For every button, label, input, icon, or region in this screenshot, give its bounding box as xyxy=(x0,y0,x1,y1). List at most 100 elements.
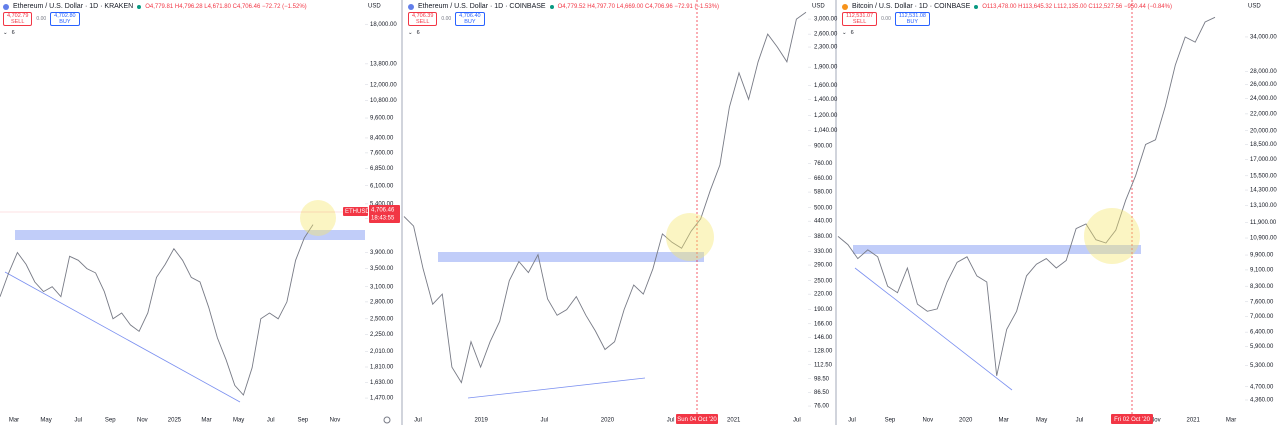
trend-line xyxy=(467,377,646,399)
y-tick-label: 1,630.00 xyxy=(370,380,394,386)
trade-row: 4,706.39 SELL 0.00 4,706.40 BUY xyxy=(408,12,719,26)
y-tick-label: 330.00 xyxy=(814,249,833,255)
y-tick-label: 5,900.00 xyxy=(1250,344,1274,350)
y-tick-label: 3,000.00 xyxy=(814,17,838,23)
highlight-circle xyxy=(300,200,336,236)
y-tick-label: 13,800.00 xyxy=(370,61,397,67)
header-row: Ethereum / U.S. Dollar · 1D · COINBASE O4… xyxy=(408,2,719,11)
y-tick-label: 5,400.00 xyxy=(370,201,394,207)
crosshair-date-tag xyxy=(1111,414,1153,424)
x-tick-label: Jul xyxy=(667,418,675,424)
ohlc-values: O4,779.81 H4,796.28 L4,671.80 C4,706.46 … xyxy=(145,3,307,10)
support-zone xyxy=(15,230,365,240)
x-tick-label: Mar xyxy=(998,418,1008,424)
spread: 0.00 xyxy=(881,16,891,22)
indicator-row: ⌄ 6 xyxy=(3,28,307,37)
y-tick-label: 18,000.00 xyxy=(370,22,397,28)
x-tick-label: Sep xyxy=(885,418,896,424)
x-tick-label: 2020 xyxy=(601,418,615,424)
price-tag-bg xyxy=(369,205,400,223)
sell-label: SELL xyxy=(415,19,430,25)
y-tick-label: 12,000.00 xyxy=(370,82,397,88)
x-tick-label: Sep xyxy=(297,418,308,424)
y-tick-label: 4,360.00 xyxy=(1250,398,1274,404)
collapse-chevron[interactable]: ⌄ xyxy=(408,29,413,36)
y-tick-label: 98.50 xyxy=(814,376,830,382)
indicator-count: 6 xyxy=(11,29,15,36)
sell-price: 4,706.39 xyxy=(412,13,434,19)
y-tick-label: 2,600.00 xyxy=(814,32,838,38)
y-tick-label: 660.00 xyxy=(814,176,833,182)
y-tick-label: 34,000.00 xyxy=(1250,35,1277,41)
x-tick-label: Nov xyxy=(922,418,933,424)
buy-label: BUY xyxy=(906,19,919,25)
buy-price: 112,531.08 xyxy=(898,13,926,19)
price-line xyxy=(837,16,1216,376)
y-tick-label: 26,000.00 xyxy=(1250,82,1277,88)
x-tick-label: Jul xyxy=(540,418,548,424)
x-tick-label: Nov xyxy=(330,418,341,424)
x-tick-label: Mar xyxy=(1226,418,1236,424)
y-tick-label: 7,000.00 xyxy=(1250,314,1274,320)
x-tick-label: Mar xyxy=(9,418,19,424)
price-tag-symbol-bg xyxy=(343,207,368,216)
y-tick-label: 190.00 xyxy=(814,307,833,313)
y-tick-label: 20,000.00 xyxy=(1250,128,1277,134)
x-tick-label: Jul xyxy=(267,418,275,424)
x-tick-label: 2021 xyxy=(727,418,741,424)
y-tick-label: 9,100.00 xyxy=(1250,268,1274,274)
crosshair-date-tag xyxy=(676,414,718,424)
spread: 0.00 xyxy=(36,16,47,22)
sell-button[interactable]: 4,702.79 SELL xyxy=(3,12,33,26)
y-tick-label: 760.00 xyxy=(814,161,833,167)
support-zone xyxy=(853,245,1141,254)
y-tick-label: 14,300.00 xyxy=(1250,188,1277,194)
chart-header: Bitcoin / U.S. Dollar · 1D · COINBASE O11… xyxy=(842,2,1172,37)
y-tick-label: 380.00 xyxy=(814,234,833,240)
y-tick-label: 22,000.00 xyxy=(1250,111,1277,117)
y-tick-label: 1,200.00 xyxy=(814,113,838,119)
y-tick-label: 6,850.00 xyxy=(370,166,394,172)
y-tick-label: 3,100.00 xyxy=(370,284,394,290)
crosshair-date: Fri 02 Oct '20 xyxy=(1114,417,1150,423)
symbol-title: Bitcoin / U.S. Dollar · 1D · COINBASE xyxy=(852,3,971,10)
collapse-chevron[interactable]: ⌄ xyxy=(3,29,8,36)
collapse-chevron[interactable]: ⌄ xyxy=(842,29,847,36)
currency-label: USD xyxy=(812,4,825,10)
currency-label: USD xyxy=(1248,4,1261,10)
sell-price: 4,702.79 xyxy=(7,13,29,19)
sell-button[interactable]: 4,706.39 SELL xyxy=(408,12,438,26)
y-tick-label: 11,900.00 xyxy=(1250,220,1277,226)
y-tick-label: 10,800.00 xyxy=(370,98,397,104)
ohlc-values: O113,478.00 H113,645.32 L112,135.00 C112… xyxy=(982,3,1172,10)
highlight-circle xyxy=(666,213,714,261)
price-tag-countdown: 18:43:55 xyxy=(371,216,395,222)
y-tick-label: 900.00 xyxy=(814,143,833,149)
buy-price: 4,706.40 xyxy=(459,13,481,19)
y-tick-label: 500.00 xyxy=(814,205,833,211)
y-tick-label: 1,600.00 xyxy=(814,83,838,89)
x-tick-label: Nov xyxy=(1150,418,1161,424)
buy-button[interactable]: 4,702.80 BUY xyxy=(50,12,80,26)
trade-row: 112,531.07 SELL 0.00 112,531.08 BUY xyxy=(842,12,1172,26)
y-tick-label: 17,000.00 xyxy=(1250,157,1277,163)
y-tick-label: 6,100.00 xyxy=(370,183,394,189)
y-tick-label: 86.50 xyxy=(814,390,830,396)
y-tick-label: 7,600.00 xyxy=(1250,299,1274,305)
buy-label: BUY xyxy=(464,19,476,25)
header-row: Bitcoin / U.S. Dollar · 1D · COINBASE O11… xyxy=(842,2,1172,11)
buy-button[interactable]: 112,531.08 BUY xyxy=(894,12,930,26)
y-tick-label: 1,900.00 xyxy=(814,65,838,71)
y-tick-label: 28,000.00 xyxy=(1250,69,1277,75)
price-tag-price: 4,706.46 xyxy=(371,208,395,214)
buy-label: BUY xyxy=(59,19,71,25)
sell-button[interactable]: 112,531.07 SELL xyxy=(842,12,878,26)
y-tick-label: 1,810.00 xyxy=(370,365,394,371)
y-tick-label: 2,500.00 xyxy=(370,316,394,322)
settings-icon[interactable] xyxy=(383,416,391,424)
y-tick-label: 1,400.00 xyxy=(814,97,838,103)
buy-button[interactable]: 4,706.40 BUY xyxy=(455,12,485,26)
x-tick-label: Jul xyxy=(848,418,856,424)
y-tick-label: 440.00 xyxy=(814,219,833,225)
